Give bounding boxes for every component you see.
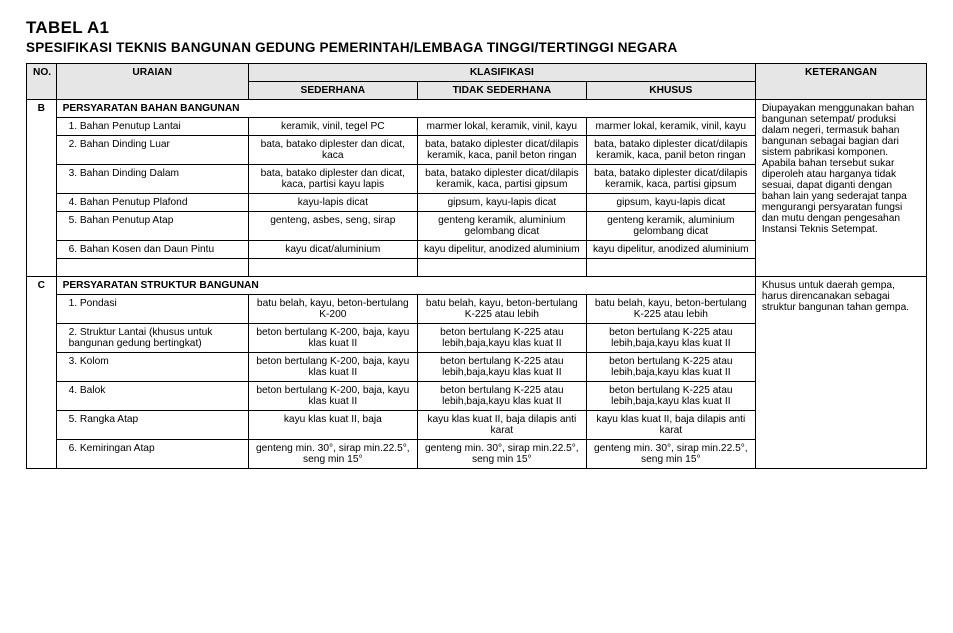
row-cell: genteng keramik, aluminium gelombang dic… [417, 212, 586, 241]
row-no-blank [27, 382, 57, 411]
row-uraian: 2. Bahan Dinding Luar [56, 136, 248, 165]
row-cell: kayu dipelitur, anodized aluminium [586, 241, 755, 259]
row-cell: kayu klas kuat II, baja [248, 411, 417, 440]
row-cell: batu belah, kayu, beton-bertulang K-200 [248, 295, 417, 324]
row-cell: bata, batako diplester dan dicat, kaca, … [248, 165, 417, 194]
row-cell: bata, batako diplester dicat/dilapis ker… [586, 136, 755, 165]
header-tidak-sederhana: TIDAK SEDERHANA [417, 82, 586, 100]
row-cell: beton bertulang K-200, baja, kayu klas k… [248, 324, 417, 353]
header-sederhana: SEDERHANA [248, 82, 417, 100]
row-cell: genteng min. 30°, sirap min.22.5°, seng … [248, 440, 417, 469]
gap-cell [248, 259, 417, 277]
table-title: SPESIFIKASI TEKNIS BANGUNAN GEDUNG PEMER… [26, 40, 927, 55]
row-cell: beton bertulang K-225 atau lebih,baja,ka… [586, 353, 755, 382]
row-uraian: 4. Bahan Penutup Plafond [56, 194, 248, 212]
row-cell: bata, batako diplester dicat/dilapis ker… [586, 165, 755, 194]
row-cell: genteng keramik, aluminium gelombang dic… [586, 212, 755, 241]
row-no-blank [27, 194, 57, 212]
row-cell: beton bertulang K-225 atau lebih,baja,ka… [417, 353, 586, 382]
row-cell: kayu-lapis dicat [248, 194, 417, 212]
row-no-blank [27, 165, 57, 194]
row-cell: gipsum, kayu-lapis dicat [586, 194, 755, 212]
row-cell: batu belah, kayu, beton-bertulang K-225 … [586, 295, 755, 324]
row-uraian: 2. Struktur Lantai (khusus untuk banguna… [56, 324, 248, 353]
row-cell: keramik, vinil, tegel PC [248, 118, 417, 136]
row-cell: genteng min. 30°, sirap min.22.5°, seng … [417, 440, 586, 469]
row-cell: bata, batako diplester dan dicat, kaca [248, 136, 417, 165]
row-no-blank [27, 118, 57, 136]
row-cell: gipsum, kayu-lapis dicat [417, 194, 586, 212]
header-keterangan: KETERANGAN [755, 64, 926, 100]
header-no: NO. [27, 64, 57, 100]
row-uraian: 1. Bahan Penutup Lantai [56, 118, 248, 136]
gap-cell [56, 259, 248, 277]
section-code: B [27, 100, 57, 118]
row-uraian: 1. Pondasi [56, 295, 248, 324]
row-uraian: 3. Kolom [56, 353, 248, 382]
row-no-blank [27, 295, 57, 324]
gap-cell [417, 259, 586, 277]
row-cell: genteng, asbes, seng, sirap [248, 212, 417, 241]
row-cell: batu belah, kayu, beton-bertulang K-225 … [417, 295, 586, 324]
spec-table: NO. URAIAN KLASIFIKASI KETERANGAN SEDERH… [26, 63, 927, 469]
section-title: PERSYARATAN BAHAN BANGUNAN [56, 100, 755, 118]
row-cell: beton bertulang K-225 atau lebih,baja,ka… [417, 324, 586, 353]
row-cell: beton bertulang K-225 atau lebih,baja,ka… [586, 324, 755, 353]
table-id: TABEL A1 [26, 18, 927, 38]
row-cell: bata, batako diplester dicat/dilapis ker… [417, 136, 586, 165]
row-cell: kayu klas kuat II, baja dilapis anti kar… [586, 411, 755, 440]
row-cell: beton bertulang K-225 atau lebih,baja,ka… [417, 382, 586, 411]
row-no-blank [27, 353, 57, 382]
row-cell: genteng min. 30°, sirap min.22.5°, seng … [586, 440, 755, 469]
row-cell: beton bertulang K-225 atau lebih,baja,ka… [586, 382, 755, 411]
header-khusus: KHUSUS [586, 82, 755, 100]
row-cell: beton bertulang K-200, baja, kayu klas k… [248, 353, 417, 382]
row-uraian: 4. Balok [56, 382, 248, 411]
gap-cell [27, 259, 57, 277]
section-keterangan: Diupayakan menggunakan bahan bangunan se… [755, 100, 926, 277]
gap-cell [586, 259, 755, 277]
row-cell: beton bertulang K-200, baja, kayu klas k… [248, 382, 417, 411]
section-code: C [27, 277, 57, 295]
row-uraian: 6. Bahan Kosen dan Daun Pintu [56, 241, 248, 259]
row-uraian: 3. Bahan Dinding Dalam [56, 165, 248, 194]
row-no-blank [27, 411, 57, 440]
section-title: PERSYARATAN STRUKTUR BANGUNAN [56, 277, 755, 295]
row-uraian: 5. Rangka Atap [56, 411, 248, 440]
row-cell: kayu dicat/aluminium [248, 241, 417, 259]
row-uraian: 6. Kemiringan Atap [56, 440, 248, 469]
section-keterangan: Khusus untuk daerah gempa, harus direnca… [755, 277, 926, 469]
row-no-blank [27, 324, 57, 353]
row-cell: marmer lokal, keramik, vinil, kayu [417, 118, 586, 136]
row-cell: marmer lokal, keramik, vinil, kayu [586, 118, 755, 136]
header-uraian: URAIAN [56, 64, 248, 100]
row-no-blank [27, 241, 57, 259]
row-no-blank [27, 212, 57, 241]
row-no-blank [27, 440, 57, 469]
row-cell: kayu dipelitur, anodized aluminium [417, 241, 586, 259]
row-uraian: 5. Bahan Penutup Atap [56, 212, 248, 241]
row-no-blank [27, 136, 57, 165]
header-klasifikasi: KLASIFIKASI [248, 64, 755, 82]
row-cell: bata, batako diplester dicat/dilapis ker… [417, 165, 586, 194]
row-cell: kayu klas kuat II, baja dilapis anti kar… [417, 411, 586, 440]
